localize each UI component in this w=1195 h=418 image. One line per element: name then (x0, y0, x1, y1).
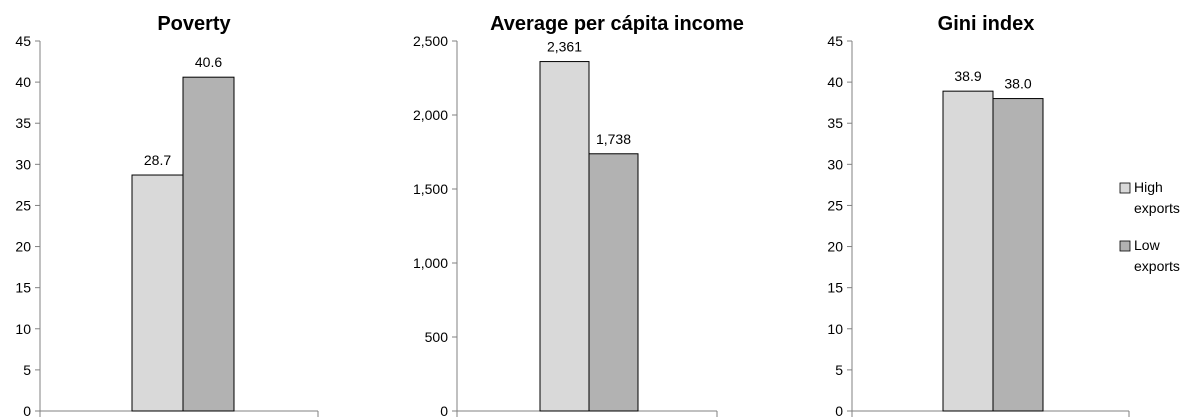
income-y-tick-label: 500 (425, 329, 449, 345)
gini-y-tick-label: 15 (827, 280, 843, 296)
income-y-tick-label: 2,000 (413, 107, 448, 123)
poverty-bar-high-exports (131, 174, 184, 412)
gini-y-tick-label: 20 (827, 239, 843, 255)
income-data-label-high-exports: 2,361 (547, 39, 582, 55)
poverty-y-tick-label: 15 (15, 280, 31, 296)
poverty-y-tick-label: 0 (23, 403, 31, 418)
income-y-tick-label: 1,000 (413, 255, 448, 271)
poverty-y-tick-label: 40 (15, 74, 31, 90)
legend-swatch-low-exports (1119, 240, 1131, 252)
legend-label-high-line1: High (1134, 179, 1163, 195)
gini-data-label-low-exports: 38.0 (1004, 76, 1031, 92)
income-y-tick-label: 2,500 (413, 33, 448, 49)
poverty-y-tick-label: 5 (23, 362, 31, 378)
gini-y-tick-label: 35 (827, 115, 843, 131)
gini-chart: Gini index 0 5 10 15 20 25 30 35 40 45 38.9 38.0 (827, 13, 1130, 418)
income-chart-title: Average per cápita income (490, 13, 744, 35)
poverty-y-tick-label: 25 (15, 197, 31, 213)
gini-y-tick-label: 30 (827, 156, 843, 172)
legend-label-low-line2: exports (1134, 258, 1180, 274)
poverty-data-label-high-exports: 28.7 (144, 152, 171, 168)
poverty-y-tick-label: 10 (15, 321, 31, 337)
poverty-chart: Poverty 0 5 10 15 20 25 30 35 40 45 28.7 40.6 (15, 13, 319, 418)
gini-chart-title: Gini index (938, 13, 1035, 35)
gini-bar-high-exports (942, 90, 994, 412)
legend-label-low-line1: Low (1134, 237, 1161, 253)
legend-swatch-high-exports (1119, 182, 1131, 194)
gini-bar-low-exports (992, 98, 1044, 412)
poverty-bar-low-exports (182, 76, 235, 412)
gini-y-tick-label: 5 (835, 362, 843, 378)
gini-y-tick-label: 40 (827, 74, 843, 90)
poverty-y-tick-label: 45 (15, 33, 31, 49)
legend-label-high-line2: exports (1134, 200, 1180, 216)
poverty-y-tick-label: 20 (15, 239, 31, 255)
gini-y-tick-label: 45 (827, 33, 843, 49)
income-y-tick-label: 0 (440, 403, 448, 418)
poverty-chart-title: Poverty (157, 13, 231, 35)
income-data-label-low-exports: 1,738 (596, 131, 631, 147)
income-bar-high-exports (539, 61, 590, 412)
gini-data-label-high-exports: 38.9 (954, 68, 981, 84)
chart-legend: High exports Low exports (1119, 179, 1180, 274)
income-chart: Average per cápita income 0 500 1,000 1,500… (413, 13, 744, 418)
gini-y-tick-label: 10 (827, 321, 843, 337)
gini-y-tick-label: 0 (835, 403, 843, 418)
income-y-tick-label: 1,500 (413, 181, 448, 197)
poverty-y-tick-label: 35 (15, 115, 31, 131)
poverty-data-label-low-exports: 40.6 (195, 54, 222, 70)
gini-y-tick-label: 25 (827, 197, 843, 213)
poverty-y-tick-label: 30 (15, 156, 31, 172)
income-bar-low-exports (588, 153, 639, 412)
